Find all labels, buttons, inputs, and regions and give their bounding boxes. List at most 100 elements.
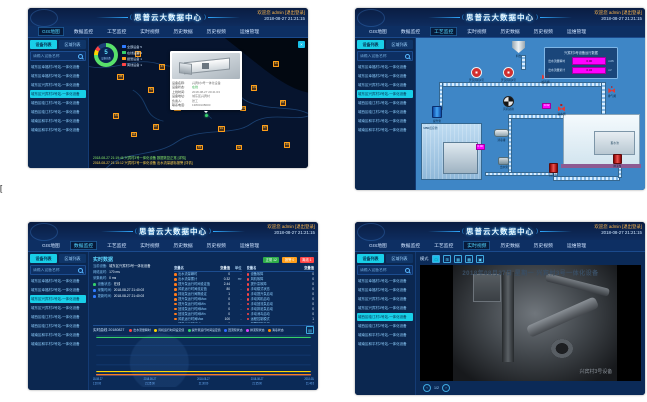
list-item[interactable]: 城南区和平村1号站-一体化设备	[31, 118, 80, 123]
list-item[interactable]: 城南区和平村1号站-一体化设备	[31, 332, 80, 337]
table-row[interactable]: 出水流量瞬时 0 -	[174, 272, 242, 277]
search-box[interactable]	[357, 265, 413, 275]
alarm-ticker-line[interactable]: 2018-08-27 21:19:46 兴宾村3号一体化设备 数据恢复正常 [详…	[93, 155, 187, 160]
chart-legend-item[interactable]: 提升泵运行时间设定值	[187, 328, 221, 332]
sidebar-tab-0[interactable]: 设备列表	[357, 40, 384, 49]
table-row[interactable]: 手动风机启动 0	[246, 297, 314, 302]
search-input[interactable]	[33, 268, 77, 272]
map-marker[interactable]: 67	[262, 125, 269, 131]
list-item[interactable]: 城南区和平村1号站-一体化设备	[358, 118, 407, 123]
list-item[interactable]: 城南区和平村2号站-一体化设备	[358, 341, 407, 346]
table-row[interactable]: 手动回流泵启动 0	[246, 302, 314, 307]
tab-3[interactable]: 实时视频	[467, 30, 487, 35]
list-item[interactable]: 城南区和平村1号站-一体化设备	[358, 332, 407, 337]
tab-1[interactable]: 数据监控	[400, 30, 421, 35]
list-item[interactable]: 城东区幸福村1号站-一体化设备	[31, 278, 80, 283]
tab-4[interactable]: 历史数据	[500, 244, 520, 249]
tab-5[interactable]: 历史视频	[533, 30, 553, 35]
equipment-mag[interactable]: 0.00	[475, 144, 485, 151]
tab-3[interactable]: 实时视频	[463, 241, 491, 250]
sidebar-tab-1[interactable]: 区域列表	[59, 40, 86, 49]
tab-1[interactable]: 数据监控	[69, 241, 98, 250]
list-item[interactable]: 城东区兴宾村3号站-一体化设备	[31, 305, 80, 310]
list-item[interactable]: 城西区临江村2号站-一体化设备	[358, 109, 407, 114]
search-input[interactable]	[360, 54, 404, 58]
table-row[interactable]: 回流泵运行时间Min 0 -	[174, 312, 242, 317]
status-badge[interactable]: 正常 12	[263, 256, 280, 263]
chart-legend-item[interactable]: 排泥泵状态	[246, 328, 265, 332]
list-item[interactable]: 城西区临江村2号站-一体化设备	[31, 323, 80, 328]
table-row[interactable]: 手动提升泵启动 0	[246, 292, 314, 297]
table-row[interactable]: 出水流量累计 0.32 m³	[174, 277, 242, 282]
list-item[interactable]: 城东区幸福村1号站-一体化设备	[31, 64, 80, 69]
list-item[interactable]: 城东区兴宾村3号站-一体化设备	[357, 90, 413, 98]
tab-3[interactable]: 实时视频	[140, 30, 160, 35]
search-input[interactable]	[360, 268, 404, 272]
tab-5[interactable]: 历史视频	[206, 244, 226, 249]
user-info-link[interactable]: 欢迎您 admin [退出登录]	[257, 10, 305, 15]
layout-4-icon[interactable]: ▩	[464, 254, 474, 264]
tab-4[interactable]: 历史数据	[173, 244, 193, 249]
user-info-link[interactable]: 欢迎您 admin [退出登录]	[594, 10, 642, 15]
sidebar-tab-1[interactable]: 区域列表	[386, 254, 413, 263]
tab-3[interactable]: 实时视频	[140, 244, 160, 249]
equipment-fan[interactable]: 罗茨风机1号	[469, 66, 484, 82]
map-marker[interactable]: 49	[251, 84, 258, 91]
list-item[interactable]: 城东区兴宾村1号站-一体化设备	[30, 295, 86, 303]
list-item[interactable]: 城东区幸福村2号站-一体化设备	[31, 73, 80, 78]
tab-2[interactable]: 工艺监控	[107, 244, 127, 249]
export-icon[interactable]: ▤	[306, 326, 314, 334]
table-row[interactable]: 远程控制模式 1	[246, 317, 314, 322]
list-item[interactable]: 城西区临江村1号站-一体化设备	[31, 100, 80, 105]
tab-6[interactable]: 运维管理	[566, 30, 587, 35]
status-badge[interactable]: 离线 1	[299, 256, 314, 263]
tab-6[interactable]: 运维管理	[566, 244, 587, 249]
map-marker[interactable]: 18	[134, 51, 142, 57]
table-row[interactable]: 回流泵运行时间Max 0 -	[174, 307, 242, 312]
layout-5-icon[interactable]: ▣	[475, 254, 485, 264]
map-marker[interactable]: 63	[113, 113, 120, 120]
prev-page-icon[interactable]: ‹	[423, 383, 431, 392]
map-marker[interactable]: 52	[148, 87, 155, 94]
sidebar-tab-0[interactable]: 设备列表	[30, 40, 57, 49]
equipment-pumpG[interactable]: 出水泵	[498, 156, 510, 169]
search-input[interactable]	[33, 54, 77, 58]
table-row[interactable]: 提升泵运行时间Min 0 -	[174, 302, 242, 307]
equipment-fan[interactable]: 罗茨风机2号	[501, 66, 516, 82]
table-row[interactable]: 手动消毒启动 0	[246, 312, 314, 317]
equipment-silo[interactable]: 料仓	[512, 41, 526, 58]
equipment-pumpB[interactable]: 提升泵	[432, 106, 443, 123]
equipment-valve[interactable]: 排气阀	[608, 85, 616, 98]
layout-2-icon[interactable]: ⊞	[442, 254, 452, 264]
table-row[interactable]: 风机运行时间Min 0-	[174, 322, 241, 323]
tab-0[interactable]: GIS地图	[369, 244, 387, 249]
search-box[interactable]	[30, 51, 86, 61]
status-badge[interactable]: 报警 0	[282, 256, 297, 263]
list-item[interactable]: 城南区和平村2号站-一体化设备	[31, 127, 80, 132]
tab-4[interactable]: 历史数据	[173, 30, 193, 35]
layout-1-icon[interactable]: □	[431, 254, 441, 264]
tab-5[interactable]: 历史视频	[206, 30, 226, 35]
tab-1[interactable]: 数据监控	[400, 244, 421, 249]
list-item[interactable]: 城东区兴宾村1号站-一体化设备	[358, 82, 407, 87]
list-item[interactable]: 城西区临江村1号站-一体化设备	[357, 313, 413, 321]
list-item[interactable]: 城东区幸福村2号站-一体化设备	[358, 287, 407, 292]
tab-1[interactable]: 数据监控	[73, 30, 94, 35]
list-item[interactable]: 城南区和平村2号站-一体化设备	[31, 341, 80, 346]
layout-3-icon[interactable]: ▦	[453, 254, 463, 264]
table-row[interactable]: 设备故障 0	[246, 272, 314, 277]
search-box[interactable]	[30, 265, 86, 275]
tab-2[interactable]: 工艺监控	[107, 30, 127, 35]
equipment-pumpR[interactable]: 回流泵	[548, 162, 558, 177]
map-marker[interactable]: 44	[130, 131, 137, 138]
tab-4[interactable]: 历史数据	[500, 30, 520, 35]
gis-map[interactable]: 2135185247296344375872269114834967315576…	[89, 38, 308, 168]
tab-5[interactable]: 历史视频	[533, 244, 553, 249]
list-item[interactable]: 城东区兴宾村1号站-一体化设备	[358, 296, 407, 301]
equipment-tankC[interactable]: 消毒罐	[493, 129, 509, 142]
list-item[interactable]: 城东区幸福村1号站-一体化设备	[358, 278, 407, 283]
table-row[interactable]: 手动模式状态 0	[246, 287, 314, 292]
equipment-valve[interactable]: 进水阀	[557, 103, 566, 116]
chart-legend-item[interactable]: 消毒状态	[268, 328, 284, 332]
tab-6[interactable]: 运维管理	[239, 30, 260, 35]
